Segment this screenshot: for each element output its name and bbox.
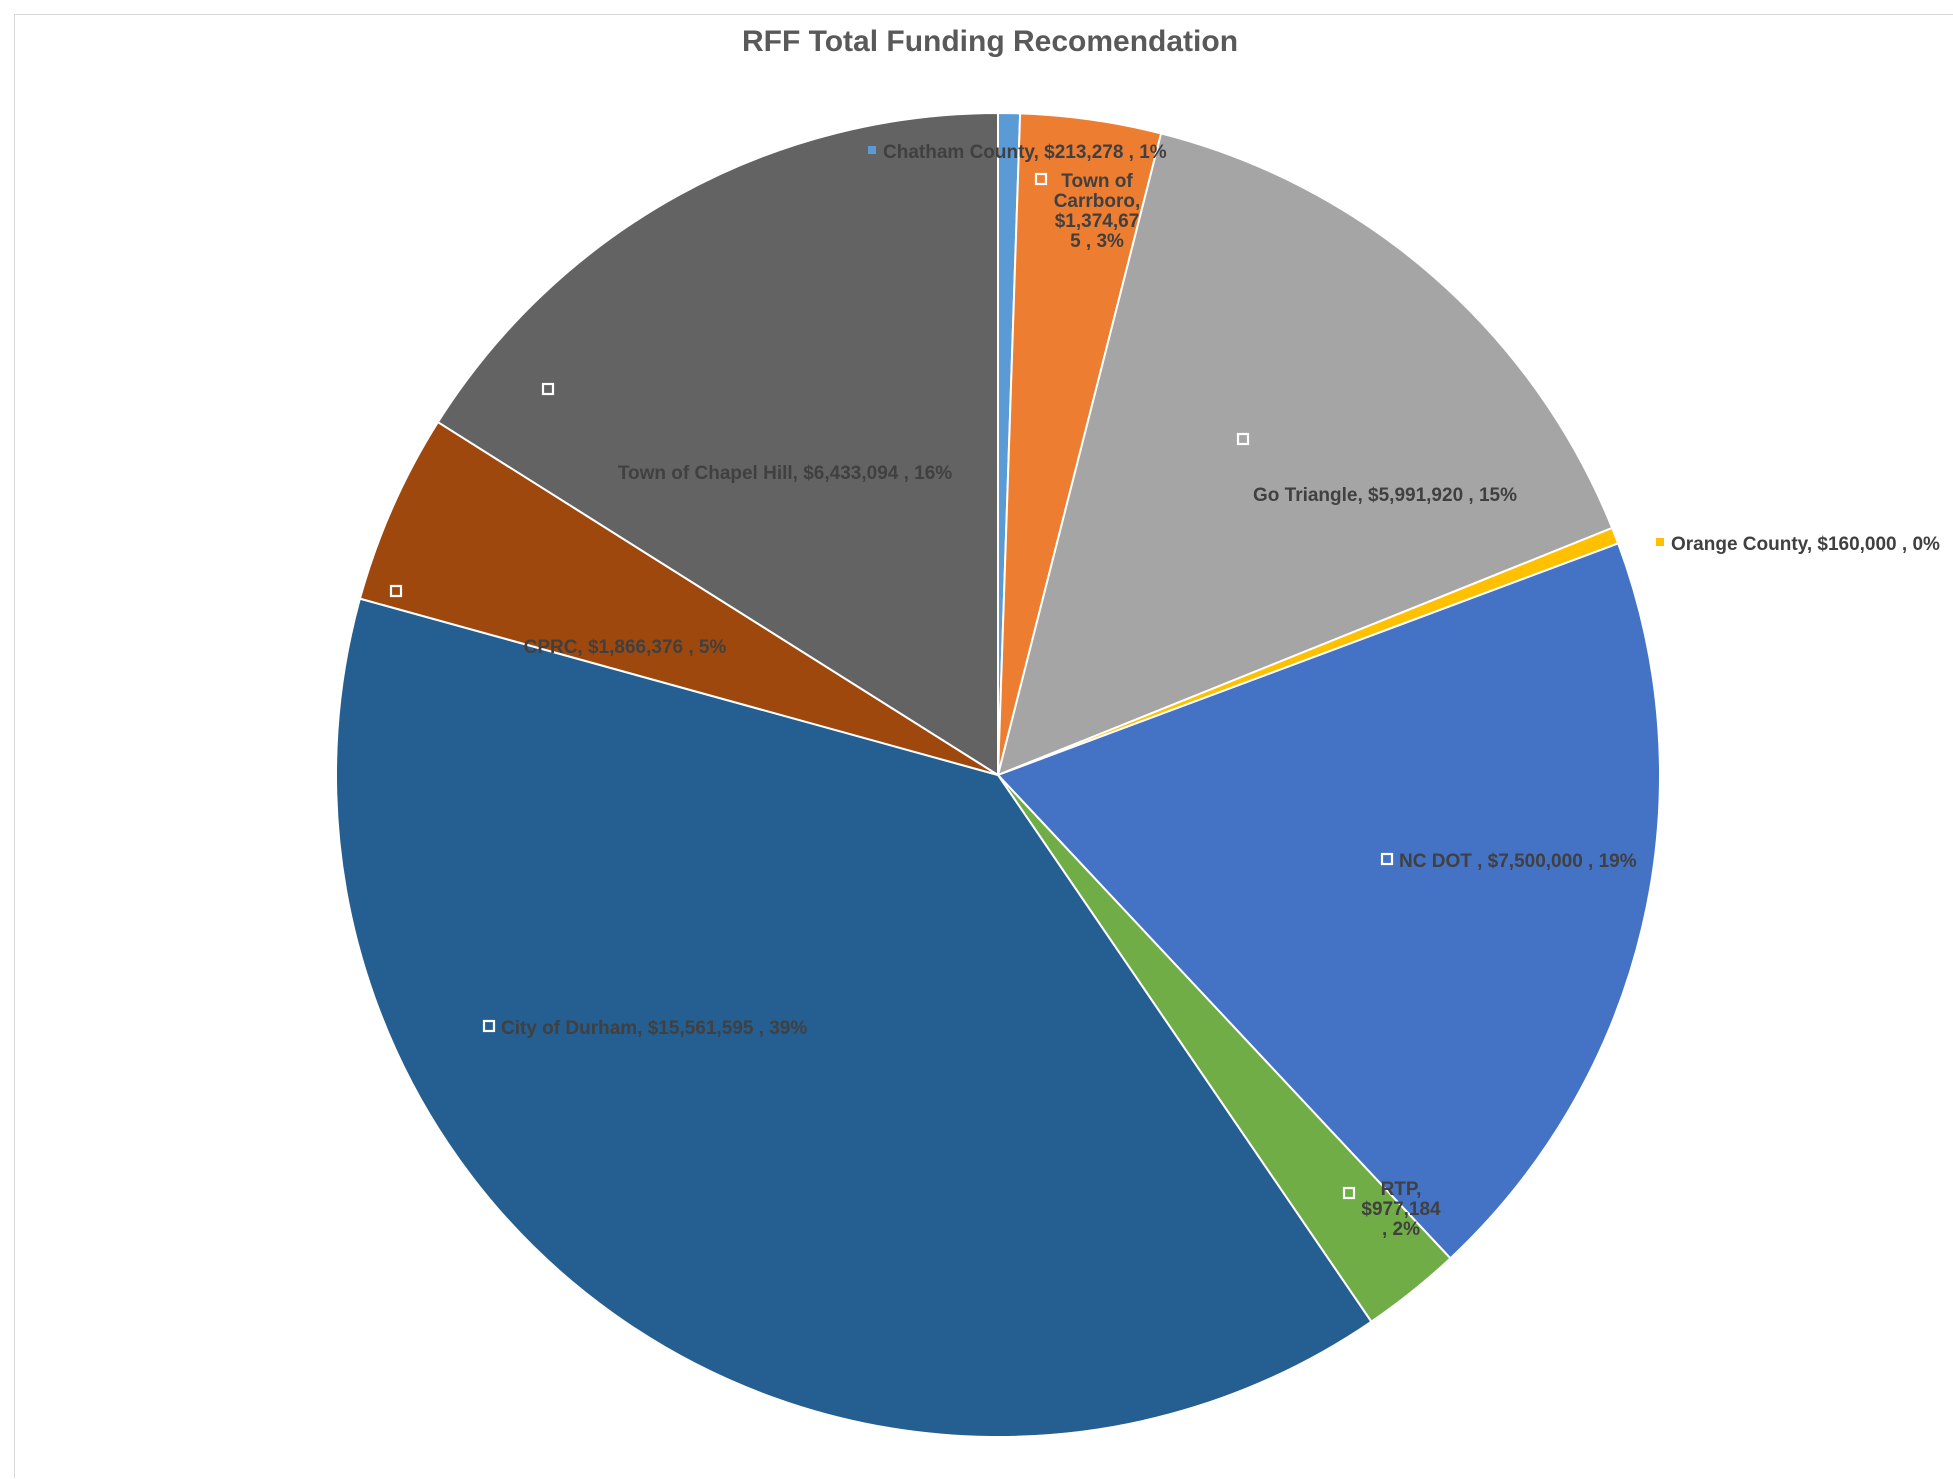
pie-slice-nc-dot — [996, 542, 1661, 1260]
label-key-marker — [1236, 432, 1250, 446]
label-key-marker — [868, 146, 876, 154]
label-key-marker — [1656, 538, 1664, 546]
data-label-line: NC DOT , $7,500,000 , 19% — [1399, 851, 1637, 872]
data-label-line: Carrboro, — [1054, 191, 1141, 212]
pie-slices — [335, 111, 1661, 1438]
label-key-marker — [389, 584, 403, 598]
data-labels: Chatham County, $213,278 , 1% Town ofCarr… — [389, 142, 1940, 1240]
data-label-town-of-chapel-hill: Town of Chapel Hill, $6,433,094 , 16% — [541, 382, 952, 484]
data-label-line: RTP, — [1381, 1179, 1422, 1200]
data-label-line: Town of — [1061, 171, 1133, 192]
data-label-line: 5 , 3% — [1070, 231, 1124, 252]
data-label-line: Go Triangle, $5,991,920 , 15% — [1253, 485, 1517, 506]
chart-title: RFF Total Funding Recomendation — [742, 25, 1238, 58]
data-label-line: Chatham County, $213,278 , 1% — [883, 142, 1167, 163]
data-label-nc-dot: NC DOT , $7,500,000 , 19% — [1380, 851, 1637, 872]
data-label-go-triangle: Go Triangle, $5,991,920 , 15% — [1236, 432, 1517, 506]
pie-slice-go-triangle — [996, 132, 1614, 777]
pie-slice-town-of-chapel-hill — [436, 111, 999, 777]
data-label-line: CPRC, $1,866,376 , 5% — [524, 637, 727, 658]
chart-area: RFF Total Funding Recomendation Chatham … — [14, 14, 1953, 1478]
pie-slice-city-of-durham — [335, 597, 1373, 1438]
data-label-rtp: RTP,$977,184, 2% — [1342, 1179, 1441, 1240]
data-label-line: City of Durham, $15,561,595 , 39% — [501, 1018, 807, 1039]
data-label-line: $977,184 — [1361, 1199, 1441, 1220]
pie-chart: RFF Total Funding Recomendation Chatham … — [335, 25, 1940, 1438]
data-label-line: Town of Chapel Hill, $6,433,094 , 16% — [618, 463, 952, 484]
data-label-line: , 2% — [1382, 1219, 1420, 1240]
label-key-marker — [482, 1019, 496, 1033]
data-label-cprc: CPRC, $1,866,376 , 5% — [389, 584, 727, 658]
label-key-marker — [541, 382, 555, 396]
label-key-marker — [1034, 172, 1048, 186]
pie-slice-cprc — [358, 420, 999, 776]
data-label-city-of-durham: City of Durham, $15,561,595 , 39% — [482, 1018, 807, 1039]
data-label-chatham-county: Chatham County, $213,278 , 1% — [868, 142, 1167, 163]
data-label-orange-county: Orange County, $160,000 , 0% — [1656, 534, 1940, 555]
label-key-marker — [1380, 852, 1394, 866]
label-key-marker — [1342, 1186, 1356, 1200]
data-label-line: $1,374,67 — [1055, 211, 1140, 232]
data-label-line: Orange County, $160,000 , 0% — [1671, 534, 1940, 555]
